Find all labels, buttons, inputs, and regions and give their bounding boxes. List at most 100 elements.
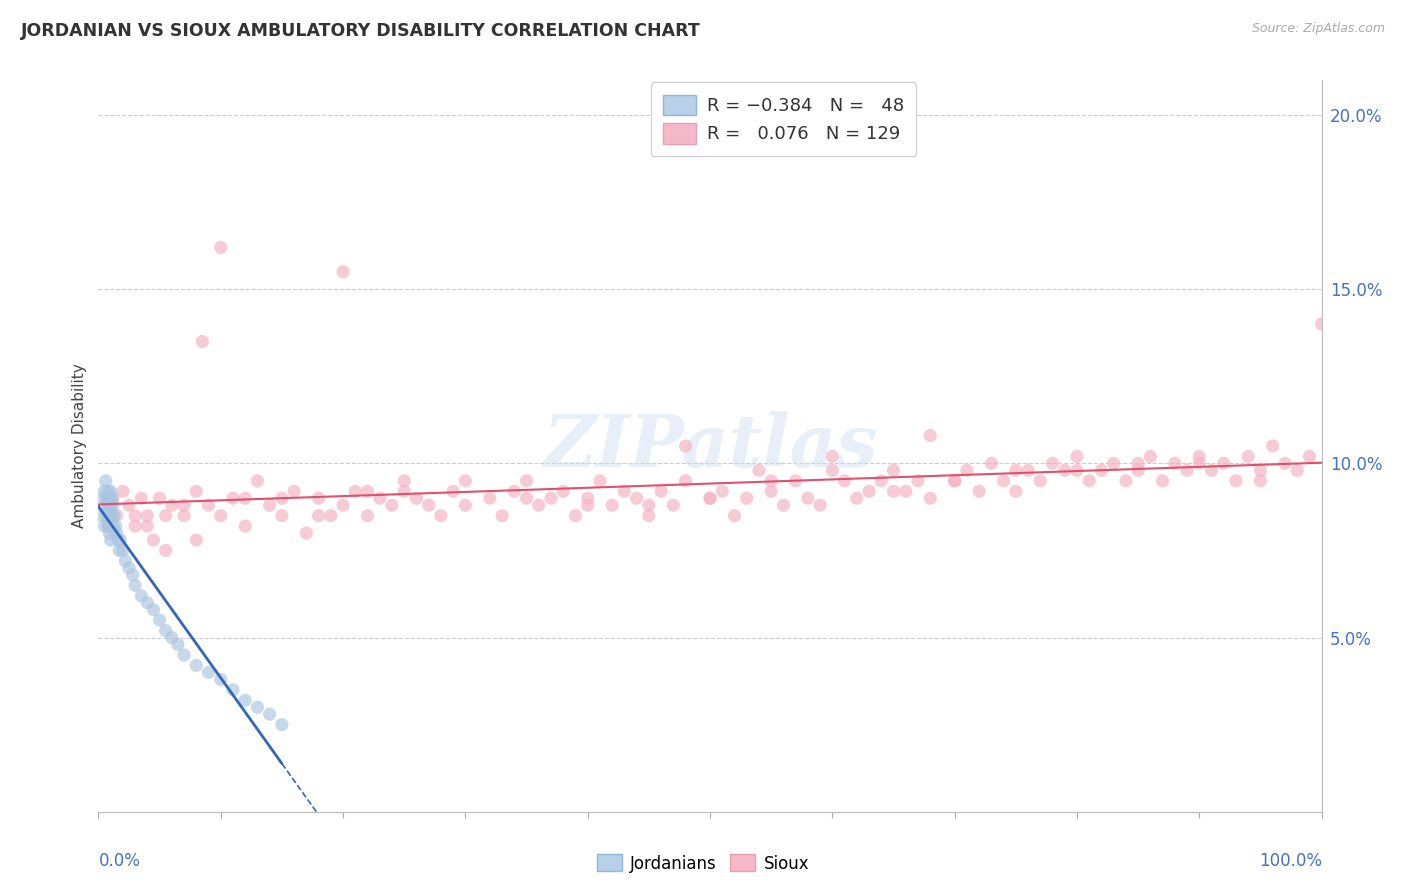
Point [124, 519, 146, 533]
Point [96, 491, 118, 506]
Point [1212, 457, 1234, 471]
Point [1090, 463, 1112, 477]
Point [723, 508, 745, 523]
Point [101, 491, 124, 506]
Point [93, 484, 115, 499]
Point [1066, 450, 1088, 464]
Point [160, 631, 183, 645]
Point [100, 508, 122, 523]
Point [233, 491, 256, 506]
Point [1128, 457, 1150, 471]
Point [808, 498, 831, 512]
Point [576, 498, 599, 512]
Point [222, 491, 245, 506]
Point [105, 508, 128, 523]
Legend: Jordanians, Sioux: Jordanians, Sioux [591, 847, 815, 880]
Point [124, 578, 146, 592]
Point [270, 717, 294, 731]
Point [821, 450, 844, 464]
Point [233, 519, 256, 533]
Point [1004, 463, 1026, 477]
Point [441, 484, 464, 499]
Point [920, 491, 942, 506]
Point [1102, 457, 1125, 471]
Point [1139, 450, 1161, 464]
Point [564, 508, 586, 523]
Point [121, 567, 143, 582]
Point [332, 265, 354, 279]
Point [1029, 474, 1052, 488]
Point [1201, 463, 1223, 477]
Point [527, 498, 550, 512]
Point [637, 508, 661, 523]
Point [155, 543, 177, 558]
Point [368, 491, 391, 506]
Point [1188, 450, 1211, 464]
Point [589, 474, 612, 488]
Point [209, 673, 232, 687]
Point [108, 543, 131, 558]
Point [93, 519, 115, 533]
Point [270, 491, 294, 506]
Point [155, 508, 177, 523]
Point [149, 613, 172, 627]
Text: Source: ZipAtlas.com: Source: ZipAtlas.com [1251, 22, 1385, 36]
Point [186, 533, 208, 547]
Point [797, 491, 820, 506]
Point [209, 508, 232, 523]
Point [711, 484, 734, 499]
Point [699, 491, 721, 506]
Point [103, 508, 125, 523]
Point [105, 526, 128, 541]
Point [246, 700, 269, 714]
Point [142, 603, 165, 617]
Point [98, 491, 121, 506]
Point [576, 491, 599, 506]
Point [149, 491, 172, 506]
Point [97, 484, 120, 499]
Point [1250, 463, 1272, 477]
Point [94, 474, 117, 488]
Point [308, 491, 330, 506]
Point [748, 463, 770, 477]
Point [259, 707, 281, 722]
Point [1250, 474, 1272, 488]
Point [283, 484, 305, 499]
Point [405, 491, 427, 506]
Point [356, 508, 378, 523]
Point [197, 665, 219, 680]
Point [209, 240, 232, 254]
Point [186, 484, 208, 499]
Point [650, 484, 672, 499]
Point [772, 498, 794, 512]
Point [1175, 463, 1198, 477]
Point [430, 508, 453, 523]
Point [1004, 484, 1026, 499]
Point [173, 648, 195, 662]
Point [167, 638, 190, 652]
Point [1274, 457, 1296, 471]
Point [1237, 450, 1260, 464]
Point [1078, 474, 1101, 488]
Y-axis label: Ambulatory Disability: Ambulatory Disability [72, 364, 87, 528]
Point [136, 508, 159, 523]
Point [699, 491, 721, 506]
Point [100, 533, 122, 547]
Point [980, 457, 1002, 471]
Point [761, 484, 783, 499]
Point [967, 484, 990, 499]
Point [111, 543, 134, 558]
Point [454, 498, 477, 512]
Point [295, 526, 318, 541]
Point [356, 484, 378, 499]
Point [114, 554, 136, 568]
Point [97, 498, 120, 512]
Point [637, 498, 661, 512]
Point [97, 519, 120, 533]
Point [858, 484, 880, 499]
Point [1042, 457, 1064, 471]
Point [993, 474, 1015, 488]
Point [454, 474, 477, 488]
Text: 0.0%: 0.0% [98, 852, 141, 870]
Point [1261, 439, 1284, 453]
